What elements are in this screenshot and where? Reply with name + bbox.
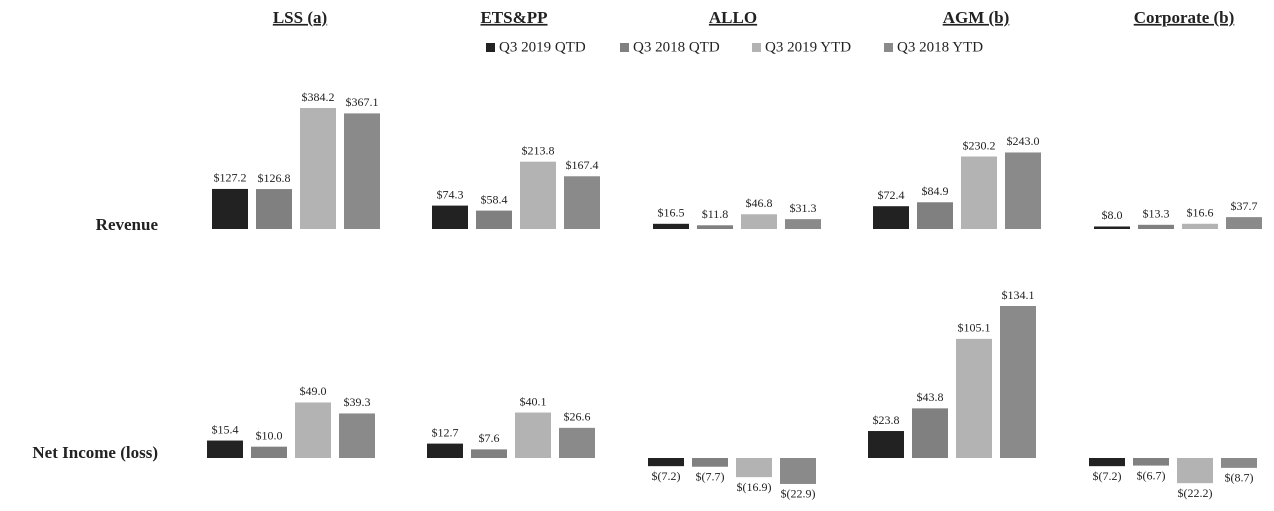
value-label: $31.3 <box>790 201 817 215</box>
value-label: $(8.7) <box>1225 471 1254 485</box>
bar <box>785 219 821 229</box>
value-label: $16.6 <box>1187 206 1214 220</box>
bar <box>295 402 331 458</box>
bar <box>912 408 948 458</box>
value-label: $23.8 <box>873 413 900 427</box>
legend-label: Q3 2019 QTD <box>499 39 586 55</box>
bar <box>956 338 992 458</box>
row-label: Revenue <box>96 215 159 234</box>
value-label: $134.1 <box>1002 288 1035 302</box>
value-label: $126.8 <box>258 171 291 185</box>
legend-swatch <box>884 43 893 52</box>
value-label: $(7.2) <box>1093 469 1122 483</box>
bar <box>780 458 816 484</box>
bar <box>207 440 243 458</box>
bar <box>432 205 468 229</box>
bar <box>1177 458 1213 484</box>
value-label: $15.4 <box>212 422 239 436</box>
legend-swatch <box>752 43 761 52</box>
value-label: $8.0 <box>1102 208 1123 222</box>
value-label: $12.7 <box>432 425 459 439</box>
bar <box>212 188 248 229</box>
value-label: $384.2 <box>302 90 335 104</box>
legend-swatch <box>620 43 629 52</box>
bar <box>564 176 600 229</box>
value-label: $(7.2) <box>652 469 681 483</box>
bar <box>471 449 507 458</box>
bar <box>961 156 997 229</box>
bar <box>1226 217 1262 229</box>
bar <box>648 458 684 467</box>
panel-title: Corporate (b) <box>1134 8 1235 27</box>
bar <box>1133 458 1169 466</box>
value-label: $(6.7) <box>1137 468 1166 482</box>
panel-title: LSS (a) <box>273 8 327 27</box>
value-label: $(16.9) <box>737 480 772 494</box>
legend-label: Q3 2019 YTD <box>765 39 851 55</box>
bar <box>476 210 512 229</box>
bar <box>697 225 733 229</box>
value-label: $74.3 <box>437 187 464 201</box>
bar <box>300 108 336 229</box>
value-label: $72.4 <box>878 188 905 202</box>
value-label: $10.0 <box>256 428 283 442</box>
bar <box>873 206 909 229</box>
value-label: $7.6 <box>479 431 500 445</box>
bar <box>344 113 380 229</box>
legend-swatch <box>486 43 495 52</box>
bar <box>868 431 904 458</box>
value-label: $243.0 <box>1007 134 1040 148</box>
bar <box>736 458 772 478</box>
value-label: $167.4 <box>566 158 599 172</box>
value-label: $(7.7) <box>696 469 725 483</box>
bar <box>251 446 287 458</box>
bar <box>653 223 689 229</box>
bar <box>515 412 551 458</box>
row-label: Net Income (loss) <box>32 443 158 462</box>
value-label: $230.2 <box>963 138 996 152</box>
value-label: $26.6 <box>564 410 591 424</box>
value-label: $11.8 <box>702 207 729 221</box>
value-label: $(22.2) <box>1178 486 1213 500</box>
value-label: $46.8 <box>746 196 773 210</box>
panel-title: AGM (b) <box>943 8 1010 27</box>
bar <box>339 413 375 458</box>
bar <box>256 189 292 229</box>
value-label: $49.0 <box>300 384 327 398</box>
bar <box>1089 458 1125 467</box>
value-label: $105.1 <box>958 321 991 335</box>
value-label: $43.8 <box>917 390 944 404</box>
bar <box>520 161 556 229</box>
value-label: $40.1 <box>520 394 547 408</box>
bar <box>559 427 595 458</box>
value-label: $84.9 <box>922 184 949 198</box>
bar <box>1182 223 1218 229</box>
value-label: $213.8 <box>522 143 555 157</box>
value-label: $16.5 <box>658 206 685 220</box>
bar <box>1000 306 1036 458</box>
value-label: $58.4 <box>481 192 508 206</box>
value-label: $367.1 <box>346 95 379 109</box>
bar <box>917 202 953 229</box>
panel-title: ETS&PP <box>480 8 547 27</box>
bar <box>427 443 463 458</box>
bar <box>692 458 728 467</box>
bar <box>741 214 777 229</box>
value-label: $37.7 <box>1231 199 1258 213</box>
value-label: $39.3 <box>344 395 371 409</box>
bar <box>1094 226 1130 229</box>
value-label: $127.2 <box>214 171 247 185</box>
value-label: $(22.9) <box>781 487 816 501</box>
bar <box>1005 152 1041 229</box>
bar <box>1138 224 1174 229</box>
value-label: $13.3 <box>1143 207 1170 221</box>
bar <box>1221 458 1257 468</box>
panel-title: ALLO <box>709 8 757 27</box>
legend-label: Q3 2018 QTD <box>633 39 720 55</box>
legend-label: Q3 2018 YTD <box>897 39 983 55</box>
